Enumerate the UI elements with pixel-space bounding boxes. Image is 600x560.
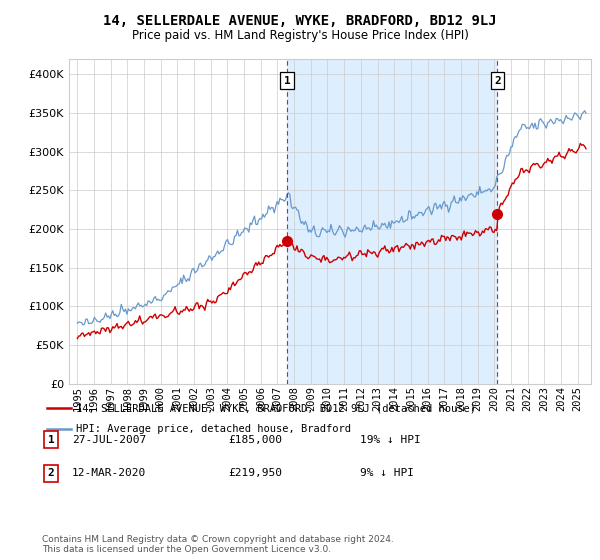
- Bar: [287, 59, 497, 384]
- Text: 2: 2: [47, 468, 55, 478]
- Text: 14, SELLERDALE AVENUE, WYKE, BRADFORD, BD12 9LJ: 14, SELLERDALE AVENUE, WYKE, BRADFORD, B…: [103, 14, 497, 28]
- Text: 2: 2: [494, 76, 501, 86]
- Text: £219,950: £219,950: [228, 468, 282, 478]
- Text: £185,000: £185,000: [228, 435, 282, 445]
- Text: 19% ↓ HPI: 19% ↓ HPI: [360, 435, 421, 445]
- Text: Contains HM Land Registry data © Crown copyright and database right 2024.
This d: Contains HM Land Registry data © Crown c…: [42, 535, 394, 554]
- Text: HPI: Average price, detached house, Bradford: HPI: Average price, detached house, Brad…: [76, 424, 352, 434]
- Text: 27-JUL-2007: 27-JUL-2007: [72, 435, 146, 445]
- Text: 1: 1: [47, 435, 55, 445]
- Text: Price paid vs. HM Land Registry's House Price Index (HPI): Price paid vs. HM Land Registry's House …: [131, 29, 469, 42]
- Text: 12-MAR-2020: 12-MAR-2020: [72, 468, 146, 478]
- Text: 14, SELLERDALE AVENUE, WYKE, BRADFORD, BD12 9LJ (detached house): 14, SELLERDALE AVENUE, WYKE, BRADFORD, B…: [76, 403, 476, 413]
- Text: 9% ↓ HPI: 9% ↓ HPI: [360, 468, 414, 478]
- Text: 1: 1: [284, 76, 290, 86]
